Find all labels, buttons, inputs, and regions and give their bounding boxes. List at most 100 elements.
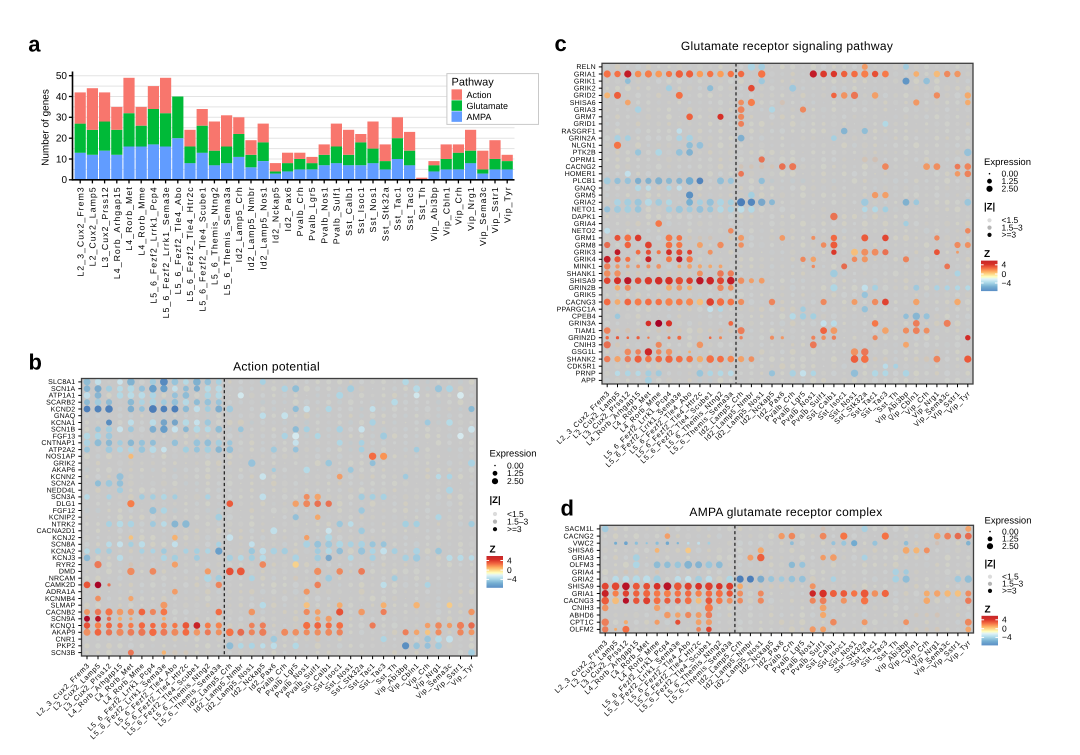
- svg-text:SLC8A1: SLC8A1: [48, 379, 75, 386]
- svg-text:GRIA2: GRIA2: [572, 576, 594, 583]
- svg-text:1.25: 1.25: [507, 468, 524, 478]
- svg-text:GRIA3: GRIA3: [574, 107, 596, 114]
- svg-text:GRIN2B: GRIN2B: [569, 285, 596, 292]
- svg-text:Z: Z: [490, 545, 496, 556]
- svg-text:DMD: DMD: [59, 569, 76, 576]
- svg-text:DLG1: DLG1: [56, 501, 75, 508]
- svg-text:FGF12: FGF12: [53, 508, 76, 515]
- svg-text:ABHD6: ABHD6: [570, 612, 594, 619]
- svg-text:4: 4: [507, 555, 512, 565]
- svg-text:CAMK2D: CAMK2D: [45, 582, 75, 589]
- svg-text:SCN9A: SCN9A: [51, 616, 75, 623]
- svg-text:CACNG2: CACNG2: [566, 164, 596, 171]
- svg-text:GRIA2: GRIA2: [574, 200, 596, 207]
- svg-text:OLFM2: OLFM2: [570, 627, 594, 634]
- svg-text:SCARB2: SCARB2: [46, 400, 75, 407]
- svg-text:KCNQ1: KCNQ1: [50, 623, 75, 630]
- svg-text:ADRA1A: ADRA1A: [46, 589, 75, 596]
- svg-text:2.50: 2.50: [1002, 541, 1019, 551]
- svg-text:Pvalb_Nos1: Pvalb_Nos1: [319, 186, 329, 243]
- svg-text:CACNB2: CACNB2: [46, 609, 76, 616]
- svg-text:L2_3_Cux2_Frem3: L2_3_Cux2_Frem3: [75, 186, 85, 276]
- svg-text:TIAM1: TIAM1: [574, 328, 596, 335]
- svg-text:PTK2B: PTK2B: [573, 150, 596, 157]
- svg-text:0: 0: [61, 175, 67, 186]
- svg-text:4: 4: [1002, 260, 1007, 270]
- svg-text:MINK1: MINK1: [573, 264, 595, 271]
- svg-text:GRM7: GRM7: [575, 114, 596, 121]
- svg-text:NETO1: NETO1: [572, 207, 596, 214]
- svg-text:Vip_Tyr: Vip_Tyr: [502, 186, 512, 223]
- svg-text:KCNA1: KCNA1: [51, 420, 75, 427]
- svg-text:PKP2: PKP2: [57, 643, 76, 650]
- svg-text:NRCAM: NRCAM: [49, 576, 76, 583]
- svg-text:Sst_Stk32a: Sst_Stk32a: [380, 186, 390, 241]
- svg-text:0.00: 0.00: [1002, 169, 1019, 179]
- svg-text:CDK5R1: CDK5R1: [567, 364, 596, 371]
- svg-text:Id2_Lamp5_Crh: Id2_Lamp5_Crh: [234, 186, 244, 262]
- svg-text:−4: −4: [507, 574, 517, 584]
- svg-text:NETO2: NETO2: [572, 228, 596, 235]
- svg-text:Sst_Isoc1: Sst_Isoc1: [356, 186, 366, 234]
- svg-text:4: 4: [1002, 615, 1007, 625]
- svg-text:CNTNAP1: CNTNAP1: [41, 440, 75, 447]
- svg-text:CACNG2: CACNG2: [564, 533, 594, 540]
- svg-text:SHISA9: SHISA9: [568, 584, 594, 591]
- svg-text:Vip_Abi3bp: Vip_Abi3bp: [429, 186, 439, 241]
- svg-text:2.50: 2.50: [507, 476, 524, 486]
- svg-text:CACNG3: CACNG3: [566, 299, 596, 306]
- svg-text:KCNJ2: KCNJ2: [52, 535, 75, 542]
- svg-text:GRID1: GRID1: [573, 121, 595, 128]
- svg-text:CNR1: CNR1: [56, 636, 76, 643]
- svg-text:SACM1L: SACM1L: [565, 526, 594, 533]
- svg-text:30: 30: [56, 113, 68, 124]
- svg-text:GRIK2: GRIK2: [53, 460, 75, 467]
- svg-text:Z: Z: [984, 249, 990, 260]
- svg-text:Action potential: Action potential: [233, 360, 320, 374]
- svg-text:SCN8A: SCN8A: [51, 542, 75, 549]
- svg-text:L3_Cux2_Prss12: L3_Cux2_Prss12: [100, 186, 110, 267]
- svg-text:KCNJ3: KCNJ3: [52, 555, 75, 562]
- svg-text:SCN2A: SCN2A: [51, 481, 75, 488]
- svg-text:DAPK1: DAPK1: [572, 214, 596, 221]
- svg-text:NOS1AP: NOS1AP: [46, 454, 76, 461]
- svg-text:SCN3B: SCN3B: [51, 650, 75, 657]
- svg-text:AMPA glutamate receptor comple: AMPA glutamate receptor complex: [689, 505, 882, 519]
- svg-text:VWC2: VWC2: [573, 541, 594, 548]
- svg-text:L5_6_Themis_Sema3a: L5_6_Themis_Sema3a: [222, 186, 232, 295]
- svg-text:KCNMB4: KCNMB4: [45, 596, 75, 603]
- svg-text:GRIK4: GRIK4: [574, 257, 596, 264]
- svg-text:1.5–3: 1.5–3: [1002, 222, 1024, 232]
- svg-text:Id2_Lamp5_Nmbr: Id2_Lamp5_Nmbr: [246, 186, 256, 270]
- svg-text:ATP2A2: ATP2A2: [49, 447, 76, 454]
- svg-text:GRIN2D: GRIN2D: [568, 335, 596, 342]
- svg-text:0: 0: [1002, 624, 1007, 634]
- svg-text:Vip_Crh: Vip_Crh: [454, 186, 464, 225]
- svg-text:<1.5: <1.5: [1002, 572, 1019, 582]
- svg-text:1.5–3: 1.5–3: [507, 516, 529, 526]
- svg-text:L5_6_Fezf2_Tle4_Abo: L5_6_Fezf2_Tle4_Abo: [173, 186, 183, 294]
- svg-text:Sst_Tac3: Sst_Tac3: [405, 186, 415, 230]
- svg-text:KCNA2: KCNA2: [51, 548, 75, 555]
- svg-text:GRM8: GRM8: [575, 242, 596, 249]
- svg-text:GRIK5: GRIK5: [574, 292, 596, 299]
- svg-text:OLFM3: OLFM3: [570, 562, 594, 569]
- svg-text:GRID2: GRID2: [573, 93, 595, 100]
- svg-text:2.50: 2.50: [1002, 184, 1019, 194]
- svg-text:CNIH3: CNIH3: [574, 342, 596, 349]
- svg-text:1.25: 1.25: [1002, 176, 1019, 186]
- svg-text:d: d: [561, 496, 574, 521]
- svg-text:−4: −4: [1002, 632, 1012, 642]
- svg-text:HOMER1: HOMER1: [565, 171, 596, 178]
- svg-text:GRIK3: GRIK3: [574, 250, 596, 257]
- svg-text:Sst_Calb1: Sst_Calb1: [344, 186, 354, 236]
- svg-text:SHISA9: SHISA9: [570, 278, 596, 285]
- svg-text:GRIA4: GRIA4: [574, 221, 596, 228]
- svg-text:|Z|: |Z|: [490, 495, 501, 506]
- svg-text:L5_6_Fezf2_Lrrk1_Sema3e: L5_6_Fezf2_Lrrk1_Sema3e: [161, 186, 171, 318]
- svg-text:L5_6_Fezf2_Lrrk1_Pcp4: L5_6_Fezf2_Lrrk1_Pcp4: [149, 186, 159, 303]
- svg-text:CPEB4: CPEB4: [572, 314, 596, 321]
- svg-text:L4_Rorb_Mme: L4_Rorb_Mme: [136, 186, 146, 255]
- svg-text:Expression: Expression: [984, 157, 1031, 168]
- svg-text:SLMAP: SLMAP: [51, 603, 76, 610]
